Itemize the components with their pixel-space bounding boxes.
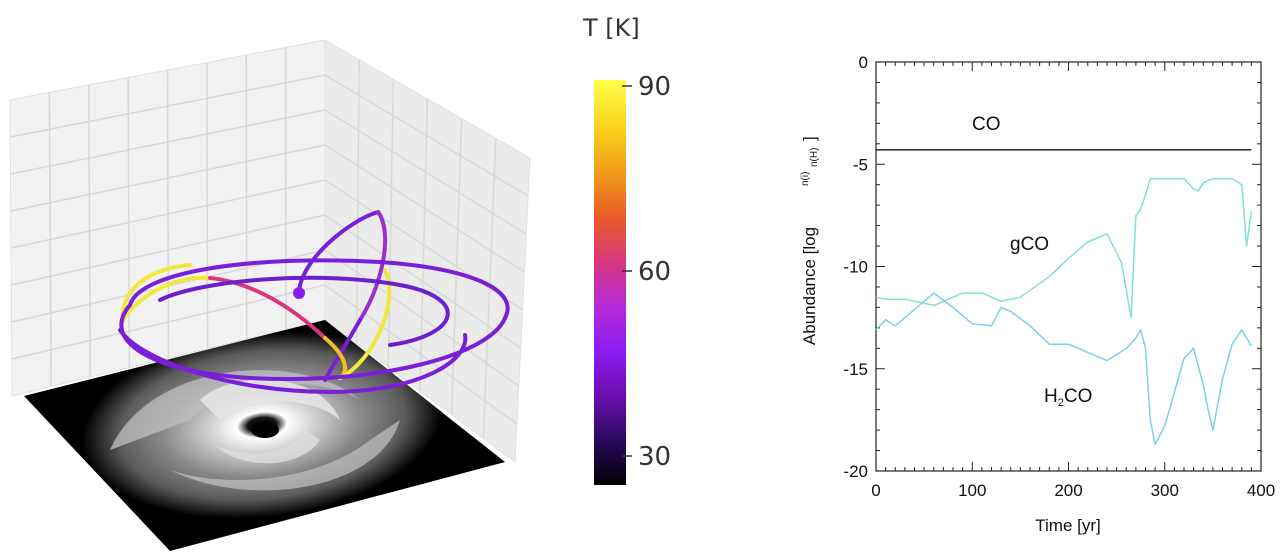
trajectory-segment: [121, 275, 212, 322]
colorbar-title: T [K]: [582, 14, 640, 42]
abundance-axes-frame: [875, 61, 1262, 472]
svg-text:Abundance [log: Abundance [log: [800, 227, 819, 345]
y-tick-label: 0: [859, 53, 868, 72]
y-tick-label: -10: [843, 258, 868, 277]
trajectory-segment: [118, 328, 468, 395]
series-label-gco: gCO: [1010, 234, 1049, 255]
x-tick-label: 300: [1151, 481, 1179, 500]
x-axis-label: Time [yr]: [1035, 516, 1100, 535]
3d-panel: [9, 39, 531, 551]
3d-gridlines: [10, 47, 529, 439]
protoplanetary-disk: [82, 331, 442, 519]
trajectory-segment: [358, 210, 388, 322]
trajectory-start-marker: [293, 287, 305, 299]
series-line-h2co: [875, 292, 1253, 446]
colorbar-tick-label-30: 30: [638, 442, 671, 472]
gridline: [10, 144, 326, 212]
gridline: [324, 109, 527, 235]
gridline: [10, 74, 326, 138]
trajectory-segment: [158, 275, 450, 347]
trajectory-segment: [208, 276, 327, 340]
gridline: [324, 214, 522, 349]
abundance-series: [875, 149, 1253, 446]
y-axis-label: Abundance [log n(i) n(H) ]: [800, 136, 820, 345]
x-tick-label: 0: [871, 481, 880, 500]
gridline: [324, 249, 520, 387]
x-tick-label: 400: [1247, 481, 1275, 500]
gridline: [324, 74, 529, 197]
y-axis-label-frac-den: n(H): [809, 148, 820, 167]
abundance-chart: 0 100 200 300 400 0 -5 -10 -15 -20 CO gCO H2CO Ti…: [800, 53, 1275, 535]
x-tick-label: 100: [958, 481, 986, 500]
y-tick-label: -5: [853, 155, 868, 174]
y-axis-label-frac-num: n(i): [800, 172, 811, 186]
colorbar-tick-label-90: 90: [638, 72, 671, 102]
series-label-h2co: H2CO: [1044, 386, 1092, 409]
trajectory-3d: [118, 210, 510, 395]
trajectory-segment: [297, 210, 380, 295]
y-axis-label-close: ]: [800, 136, 819, 141]
trajectory-segment: [120, 263, 192, 322]
gridline: [10, 179, 326, 249]
colorbar-gradient: [594, 80, 626, 485]
gridline: [324, 284, 518, 425]
gridline: [324, 179, 523, 311]
x-tick-label: 200: [1054, 481, 1082, 500]
gridline: [10, 109, 326, 175]
series-line-gco: [875, 177, 1253, 319]
y-axis-label-main: Abundance [log: [800, 227, 819, 345]
gridline: [324, 144, 525, 273]
colorbar: T [K] 90 60 30: [582, 14, 671, 485]
series-label-co: CO: [972, 114, 1001, 135]
gridline: [11, 214, 326, 286]
abundance-ticks: 0 100 200 300 400 0 -5 -10 -15 -20: [843, 53, 1275, 500]
y-tick-label: -20: [843, 462, 868, 481]
y-tick-label: -15: [843, 360, 868, 379]
colorbar-tick-label-60: 60: [638, 257, 671, 287]
